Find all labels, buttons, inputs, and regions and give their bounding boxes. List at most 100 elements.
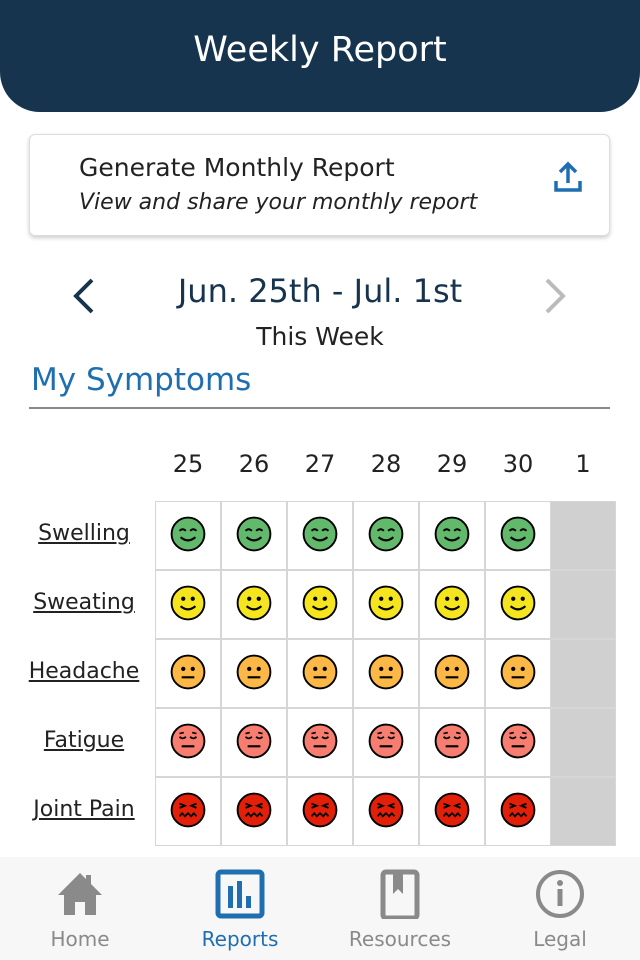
empty-day-cell	[550, 708, 616, 777]
severity-face-icon	[368, 585, 404, 625]
severity-cell[interactable]	[419, 777, 485, 846]
severity-face-icon	[434, 516, 470, 556]
severity-cell[interactable]	[419, 501, 485, 570]
severity-cell[interactable]	[353, 501, 419, 570]
severity-face-icon	[500, 654, 536, 694]
card-title: Generate Monthly Report	[79, 153, 395, 182]
next-week-button[interactable]	[541, 276, 569, 316]
nav-reports-label: Reports	[201, 927, 279, 951]
symptom-row: Sweating	[0, 570, 640, 639]
day-label: 1	[575, 450, 591, 478]
generate-monthly-report-card[interactable]: Generate Monthly Report View and share y…	[29, 134, 610, 236]
severity-cell[interactable]	[221, 777, 287, 846]
severity-face-icon	[500, 792, 536, 832]
severity-face-icon	[302, 723, 338, 763]
empty-day-cell	[550, 501, 616, 570]
severity-cell[interactable]	[221, 639, 287, 708]
symptom-link[interactable]: Joint Pain	[33, 797, 135, 822]
severity-face-icon	[170, 723, 206, 763]
empty-day-cell	[550, 639, 616, 708]
severity-cell[interactable]	[221, 570, 287, 639]
day-label: 26	[238, 450, 270, 478]
severity-cell[interactable]	[419, 708, 485, 777]
severity-cell[interactable]	[221, 501, 287, 570]
severity-cell[interactable]	[155, 639, 221, 708]
previous-week-button[interactable]	[70, 276, 98, 316]
severity-face-icon	[236, 723, 272, 763]
severity-cell[interactable]	[485, 501, 551, 570]
severity-face-icon	[500, 516, 536, 556]
severity-cell[interactable]	[353, 777, 419, 846]
severity-face-icon	[302, 654, 338, 694]
reports-icon	[215, 869, 265, 919]
section-title: My Symptoms	[31, 362, 252, 398]
severity-face-icon	[434, 585, 470, 625]
this-week-label: This Week	[256, 322, 384, 351]
severity-face-icon	[434, 723, 470, 763]
severity-face-icon	[500, 723, 536, 763]
severity-face-icon	[170, 516, 206, 556]
info-icon	[536, 870, 584, 918]
severity-cell[interactable]	[353, 708, 419, 777]
severity-cell[interactable]	[485, 639, 551, 708]
severity-cell[interactable]	[353, 639, 419, 708]
severity-face-icon	[236, 585, 272, 625]
severity-face-icon	[368, 516, 404, 556]
severity-cell[interactable]	[485, 708, 551, 777]
nav-home-label: Home	[50, 927, 110, 951]
nav-resources-label: Resources	[348, 927, 452, 951]
symptom-link[interactable]: Fatigue	[43, 728, 125, 753]
severity-face-icon	[170, 654, 206, 694]
symptom-row: Swelling	[0, 501, 640, 570]
nav-resources[interactable]: Resources	[320, 857, 480, 960]
symptom-row: Headache	[0, 639, 640, 708]
severity-cell[interactable]	[287, 639, 353, 708]
severity-face-icon	[434, 654, 470, 694]
severity-face-icon	[302, 792, 338, 832]
day-label: 28	[370, 450, 402, 478]
symptom-link[interactable]: Swelling	[38, 521, 130, 546]
severity-cell[interactable]	[155, 570, 221, 639]
severity-face-icon	[434, 792, 470, 832]
severity-cell[interactable]	[155, 777, 221, 846]
page-title: Weekly Report	[193, 30, 447, 70]
book-icon	[380, 869, 420, 919]
day-label: 25	[172, 450, 204, 478]
section-divider	[29, 407, 610, 409]
symptom-row: Joint Pain	[0, 777, 640, 846]
severity-cell[interactable]	[287, 570, 353, 639]
severity-cell[interactable]	[155, 708, 221, 777]
home-icon	[58, 873, 102, 915]
nav-legal-label: Legal	[533, 927, 587, 951]
card-subtitle: View and share your monthly report	[79, 190, 478, 215]
nav-legal[interactable]: Legal	[480, 857, 640, 960]
severity-face-icon	[302, 585, 338, 625]
share-upload-icon[interactable]	[553, 161, 583, 193]
symptom-link[interactable]: Headache	[28, 659, 140, 684]
week-navigation: Jun. 25th - Jul. 1st	[0, 272, 640, 318]
severity-cell[interactable]	[419, 639, 485, 708]
severity-cell[interactable]	[485, 570, 551, 639]
nav-home[interactable]: Home	[0, 857, 160, 960]
day-label: 30	[502, 450, 534, 478]
severity-cell[interactable]	[287, 501, 353, 570]
severity-cell[interactable]	[353, 570, 419, 639]
severity-cell[interactable]	[287, 708, 353, 777]
symptom-row: Fatigue	[0, 708, 640, 777]
severity-face-icon	[170, 792, 206, 832]
severity-face-icon	[236, 654, 272, 694]
severity-cell[interactable]	[485, 777, 551, 846]
app-header: Weekly Report	[0, 0, 640, 112]
empty-day-cell	[550, 570, 616, 639]
severity-face-icon	[500, 585, 536, 625]
severity-cell[interactable]	[155, 501, 221, 570]
nav-reports[interactable]: Reports	[160, 857, 320, 960]
symptom-link[interactable]: Sweating	[33, 590, 135, 615]
severity-cell[interactable]	[287, 777, 353, 846]
severity-face-icon	[302, 516, 338, 556]
day-label: 29	[436, 450, 468, 478]
severity-cell[interactable]	[419, 570, 485, 639]
empty-day-cell	[550, 777, 616, 846]
severity-cell[interactable]	[221, 708, 287, 777]
severity-face-icon	[236, 516, 272, 556]
